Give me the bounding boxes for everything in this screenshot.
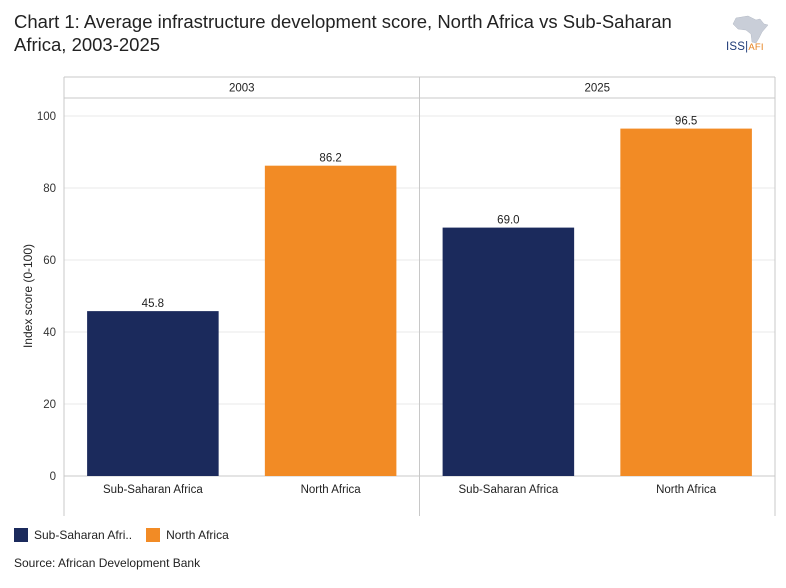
y-tick-label-40: 40: [43, 327, 56, 339]
legend-item-na: North Africa: [146, 528, 229, 542]
bar-2025-na: [620, 128, 752, 476]
y-tick-label-100: 100: [37, 111, 56, 123]
x-tick-label-2003-ssa: Sub-Saharan Africa: [103, 484, 203, 496]
y-tick-label-0: 0: [50, 471, 56, 483]
data-label-2003-na: 86.2: [319, 153, 341, 165]
legend-swatch-ssa: [14, 528, 28, 542]
source-note: Source: African Development Bank: [14, 556, 201, 570]
chart-title: Chart 1: Average infrastructure developm…: [14, 11, 672, 55]
logo-iss: ISS: [726, 41, 746, 53]
chart-legend: Sub-Saharan Afri.. North Africa: [14, 528, 243, 542]
iss-afi-logo: ISS|AFI: [726, 14, 774, 62]
logo-afi: AFI: [748, 42, 764, 53]
logo-text: ISS|AFI: [726, 41, 764, 53]
data-label-2003-ssa: 45.8: [142, 298, 164, 310]
panel-header-2025: 2025: [584, 83, 610, 95]
legend-swatch-na: [146, 528, 161, 542]
x-tick-label-2025-ssa: Sub-Saharan Africa: [459, 484, 559, 496]
bar-2003-na: [264, 165, 397, 476]
y-axis-label: Index score (0-100): [21, 244, 35, 348]
y-tick-label-60: 60: [43, 255, 56, 267]
legend-label-na: North Africa: [166, 528, 229, 542]
bar-2025-ssa: [442, 227, 575, 476]
panel-header-2003: 2003: [229, 83, 255, 95]
africa-map-icon: [732, 15, 769, 44]
legend-label-ssa: Sub-Saharan Afri..: [34, 528, 133, 542]
bar-2003-ssa: [87, 311, 219, 476]
data-label-2025-na: 96.5: [675, 116, 697, 128]
x-tick-label-2025-na: North Africa: [656, 484, 717, 496]
logo-sep: |: [745, 41, 749, 53]
y-tick-label-20: 20: [43, 399, 56, 411]
x-tick-label-2003-na: North Africa: [301, 484, 362, 496]
legend-item-ssa: Sub-Saharan Afri..: [14, 528, 132, 542]
y-tick-label-80: 80: [43, 183, 56, 195]
bar-chart: 0 20 40 60 80 100 Index score (0-100) 2003 45.8 S…: [21, 76, 776, 516]
data-label-2025-ssa: 69.0: [497, 215, 519, 227]
